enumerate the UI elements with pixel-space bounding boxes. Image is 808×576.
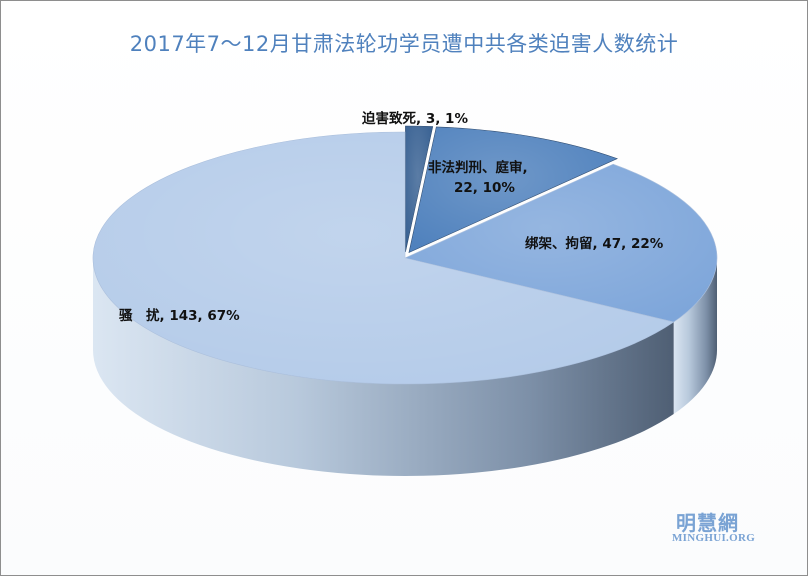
data-label-3: 骚 扰, 143, 67% (119, 307, 240, 324)
data-label-0: 迫害致死, 3, 1% (361, 110, 468, 127)
data-label-1-line-1: 22, 10% (454, 180, 515, 196)
pie-side-3 (92, 258, 674, 477)
pie-slice-highlight-0 (405, 126, 433, 253)
pie-side-2 (673, 258, 717, 415)
chart-title: 2017年7～12月甘肃法轮功学员遭中共各类迫害人数统计 (129, 32, 679, 56)
watermark-english: MINGHUI.ORG (672, 532, 756, 544)
pie-slice-highlight-3 (93, 132, 674, 384)
data-label-2: 绑架、拘留, 47, 22% (525, 235, 664, 252)
data-label-1-line-0: 非法判刑、庭审, (428, 159, 528, 176)
pie-labels: 迫害致死, 3, 1% 非法判刑、庭审, 22, 10% 绑架、拘留, 47, 22%… (119, 110, 664, 324)
watermark-chinese: 明慧網 (676, 511, 739, 535)
pie-tops (92, 125, 718, 385)
pie-slice-highlight-1 (408, 126, 618, 253)
pie-slice-highlight-2 (405, 164, 718, 323)
pie-sides (92, 258, 717, 477)
